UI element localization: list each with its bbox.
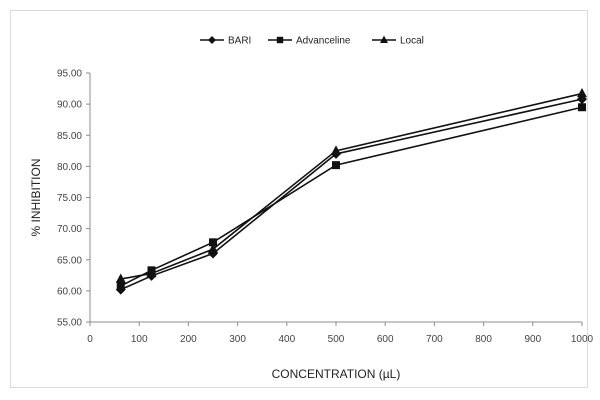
legend-marker — [380, 35, 388, 43]
y-tick-label: 85.00 — [57, 131, 82, 142]
legend-label: Local — [400, 36, 424, 47]
y-axis-title: % INHIBITION — [29, 158, 43, 236]
x-tick-label: 400 — [278, 334, 295, 345]
x-tick-label: 600 — [377, 334, 394, 345]
series-advanceline — [116, 103, 586, 290]
x-tick-label: 0 — [87, 334, 93, 345]
data-point — [208, 243, 218, 253]
y-tick-label: 90.00 — [57, 100, 82, 111]
x-axis: 0 100 200 300 400 500 600 700 800 900 1000 — [87, 321, 594, 345]
x-axis-title: CONCENTRATION (µL) — [272, 367, 401, 381]
data-point — [146, 267, 157, 278]
y-tick-label: 95.00 — [57, 69, 82, 80]
y-tick-label: 80.00 — [57, 162, 82, 173]
series-bari — [115, 94, 587, 295]
legend-label: Advanceline — [296, 36, 351, 47]
x-tick-label: 200 — [180, 334, 197, 345]
legend-item-local: Local — [372, 36, 424, 47]
y-tick-label: 65.00 — [57, 255, 82, 266]
series-local — [115, 88, 587, 283]
x-tick-label: 500 — [328, 334, 345, 345]
data-point — [115, 273, 126, 283]
x-tick-label: 1000 — [571, 334, 594, 345]
data-point — [332, 161, 340, 170]
x-tick-label: 900 — [524, 334, 541, 345]
legend-label: BARI — [228, 36, 251, 47]
series-layer — [115, 88, 587, 295]
data-point — [578, 103, 586, 112]
series-line — [120, 92, 583, 280]
legend-item-bari: BARI — [200, 36, 251, 47]
legend-marker — [276, 36, 284, 44]
legend-marker — [208, 36, 216, 44]
data-point — [331, 145, 341, 155]
x-tick-label: 300 — [229, 334, 246, 345]
data-point — [209, 238, 217, 247]
legend-item-advanceline: Advanceline — [268, 36, 351, 47]
y-tick-label: 55.00 — [57, 318, 82, 329]
x-tick-label: 100 — [131, 334, 148, 345]
y-tick-label: 70.00 — [57, 224, 82, 235]
series-line — [120, 98, 583, 291]
data-point — [116, 281, 125, 290]
data-point — [577, 88, 587, 98]
legend: BARI Advanceline Local — [200, 36, 424, 47]
y-tick-label: 60.00 — [57, 286, 82, 297]
x-tick-label: 700 — [426, 334, 443, 345]
y-axis: 55.00 60.00 65.00 70.00 75.00 80.00 85.00 90.00… — [57, 69, 91, 329]
x-tick-label: 800 — [475, 334, 492, 345]
y-tick-label: 75.00 — [57, 193, 82, 204]
chart-frame — [10, 10, 588, 388]
